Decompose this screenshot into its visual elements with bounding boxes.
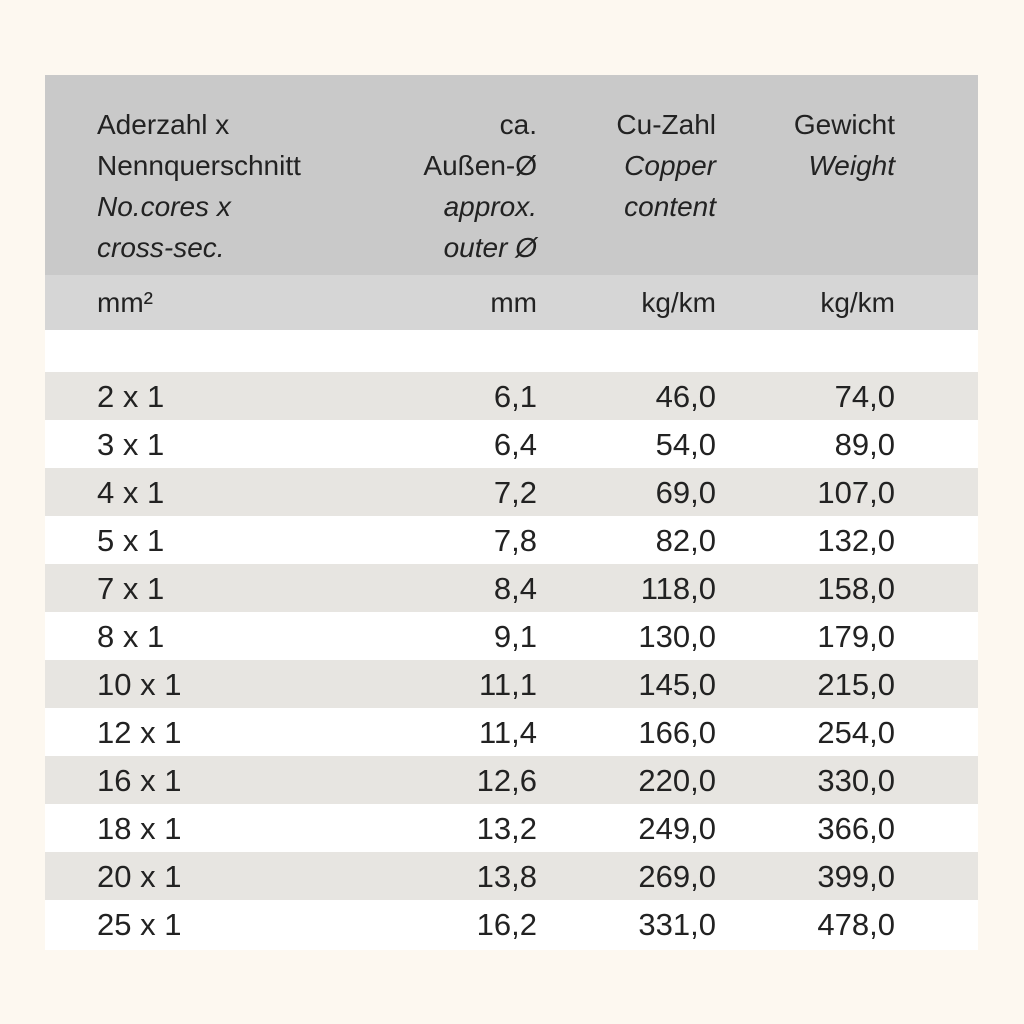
- cell: 130,0: [638, 619, 716, 654]
- header-text-english: No.cores x: [97, 191, 231, 222]
- row-stripe: [45, 468, 978, 516]
- cell: 18 x 1: [97, 811, 182, 846]
- cell: 215,0: [817, 667, 895, 702]
- row-stripe: [45, 372, 978, 420]
- header-background: [45, 75, 978, 275]
- cell: 3 x 1: [97, 427, 165, 462]
- cell: 7,8: [493, 523, 537, 558]
- cell: 20 x 1: [97, 859, 182, 894]
- unit-label: kg/km: [641, 287, 716, 318]
- cell: 118,0: [640, 571, 716, 606]
- header-text-english: Copper: [624, 150, 716, 181]
- header-text: Cu-Zahl: [616, 109, 716, 140]
- cell: 16 x 1: [97, 763, 182, 798]
- cell: 11,4: [478, 715, 537, 750]
- cell: 220,0: [638, 763, 716, 798]
- header-text-english: outer Ø: [443, 232, 537, 263]
- header-text: ca.: [499, 109, 537, 140]
- cell: 366,0: [817, 811, 895, 846]
- cell: 2 x 1: [97, 379, 165, 414]
- cell: 11,1: [478, 667, 537, 702]
- unit-label: mm²: [97, 287, 153, 318]
- cell: 158,0: [817, 571, 895, 606]
- header-text-english: approx.: [443, 191, 537, 222]
- cell: 269,0: [638, 859, 716, 894]
- cell: 4 x 1: [97, 475, 165, 510]
- cell: 330,0: [817, 763, 895, 798]
- cell: 82,0: [655, 523, 716, 558]
- cell: 12,6: [476, 763, 537, 798]
- header-text: Nennquerschnitt: [97, 150, 301, 181]
- cell: 13,8: [476, 859, 537, 894]
- table: Aderzahl x Nennquerschnitt No.cores x cross…: [45, 75, 978, 950]
- row-stripe: [45, 660, 978, 708]
- cell: 5 x 1: [97, 523, 165, 558]
- header-text: Aderzahl x: [97, 109, 230, 140]
- cell: 478,0: [817, 907, 895, 942]
- cell: 89,0: [834, 427, 895, 462]
- cell: 46,0: [655, 379, 716, 414]
- cell: 132,0: [817, 523, 895, 558]
- cell: 74,0: [834, 379, 895, 414]
- header-text: Gewicht: [793, 109, 895, 140]
- cell: 25 x 1: [97, 907, 182, 942]
- cell: 6,4: [493, 427, 537, 462]
- cell: 13,2: [476, 811, 537, 846]
- cell: 7 x 1: [97, 571, 165, 606]
- cell: 166,0: [638, 715, 716, 750]
- unit-label: kg/km: [820, 287, 895, 318]
- cell: 145,0: [638, 667, 716, 702]
- header-text-english: cross-sec.: [97, 232, 225, 263]
- row-stripe: [45, 564, 978, 612]
- row-stripe: [45, 756, 978, 804]
- header-text-english: content: [624, 191, 716, 222]
- units-background: [45, 275, 978, 330]
- cell: 16,2: [476, 907, 537, 942]
- cell: 179,0: [817, 619, 895, 654]
- header-text: Außen-Ø: [423, 150, 537, 181]
- cell: 7,2: [493, 475, 537, 510]
- cell: 69,0: [655, 475, 716, 510]
- cell: 254,0: [817, 715, 895, 750]
- cell: 54,0: [655, 427, 716, 462]
- cell: 399,0: [817, 859, 895, 894]
- cell: 8 x 1: [97, 619, 165, 654]
- cell: 8,4: [493, 571, 537, 606]
- cell: 10 x 1: [97, 667, 182, 702]
- cell: 6,1: [493, 379, 537, 414]
- cell: 107,0: [817, 475, 895, 510]
- cell: 331,0: [638, 907, 716, 942]
- cell: 9,1: [493, 619, 537, 654]
- row-stripe: [45, 852, 978, 900]
- cell: 12 x 1: [97, 715, 182, 750]
- unit-label: mm: [490, 287, 537, 318]
- cell: 249,0: [638, 811, 716, 846]
- header-text-english: Weight: [808, 150, 895, 181]
